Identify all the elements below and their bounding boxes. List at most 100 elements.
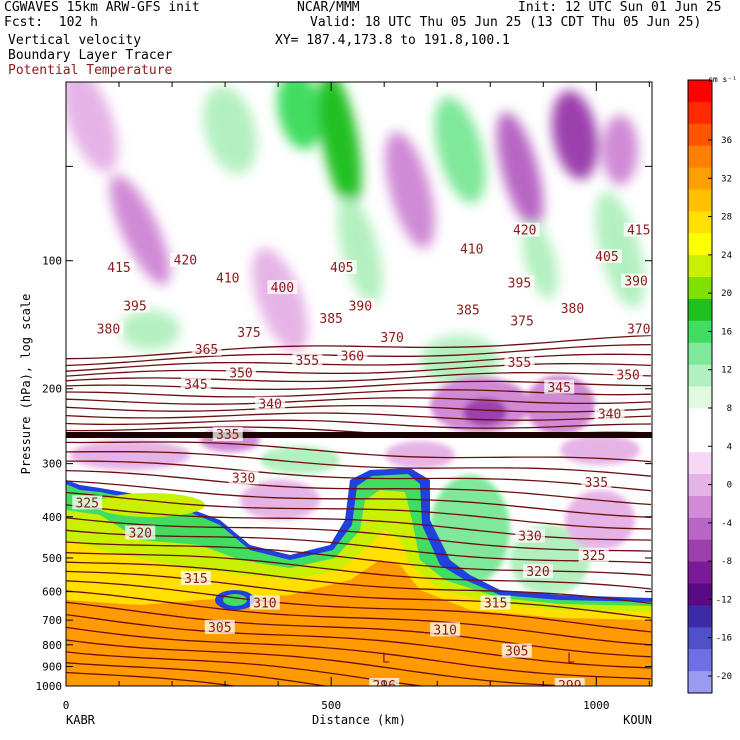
theta-label-bg	[515, 528, 546, 543]
colorbar-label: 24	[721, 251, 732, 261]
theta-contour-line	[66, 551, 652, 590]
theta-contour-line	[66, 451, 652, 477]
theta-label: 340	[598, 408, 621, 423]
theta-label: 415	[627, 224, 650, 239]
theta-label: 365	[195, 343, 218, 358]
theta-label-bg	[316, 310, 347, 325]
theta-label: 355	[508, 356, 531, 371]
theta-contour-line	[66, 613, 652, 669]
x-tick-label: 1000	[583, 699, 610, 712]
colorbar-swatch	[688, 517, 712, 541]
theta-contour-line	[66, 412, 652, 421]
y-tick-label: 700	[42, 614, 62, 627]
colorbar-label: 8	[727, 404, 732, 414]
theta-label-bg	[212, 270, 243, 285]
theta-label-bg	[93, 321, 124, 336]
colorbar-label: -4	[721, 519, 732, 529]
theta-label: 410	[460, 242, 483, 257]
theta-contour-line	[66, 662, 330, 686]
theta-label: 360	[341, 350, 364, 365]
theta-label: 325	[75, 496, 98, 511]
theta-label-bg	[72, 495, 103, 510]
theta-label: 310	[433, 623, 456, 638]
theta-label-bg	[557, 301, 588, 316]
colorbar-swatch	[688, 167, 712, 190]
colorbar-swatch	[688, 605, 712, 628]
theta-contour-line	[66, 334, 652, 360]
theta-label-bg	[591, 248, 622, 263]
theta-label-bg	[180, 570, 211, 585]
colorbar-label: -12	[716, 595, 732, 605]
theta-label: 420	[174, 254, 197, 269]
colorbar-label: -16	[716, 634, 732, 644]
colorbar: cm s⁻¹ 36 32 28 24 20 16 12 8 4 0 -4 -8 -12 -16 -20	[687, 75, 737, 694]
theta-label: 390	[624, 275, 647, 290]
potential-temperature-contours	[66, 334, 652, 686]
theta-contour-line	[66, 529, 652, 564]
theta-label: 345	[547, 381, 570, 396]
theta-label: 405	[595, 250, 618, 265]
theta-label-bg	[377, 330, 408, 345]
field-label-boundary-layer-tracer: Boundary Layer Tracer	[8, 48, 173, 63]
theta-label-bg	[191, 341, 222, 356]
colorbar-label: 36	[721, 136, 732, 146]
theta-contour-line	[66, 517, 652, 552]
theta-label: 395	[123, 299, 146, 314]
theta-contour-line	[66, 504, 652, 541]
colorbar-swatch	[688, 277, 712, 300]
theta-label: 350	[616, 368, 639, 383]
theta-label: 415	[107, 261, 130, 276]
x-axis-title: Distance (km)	[312, 713, 406, 727]
plot-frame	[65, 81, 653, 687]
theta-label: 380	[561, 302, 584, 317]
y-tick-label: 300	[42, 458, 62, 471]
theta-label-bg	[501, 643, 532, 658]
theta-contour-line	[66, 590, 652, 646]
theta-label: 340	[258, 398, 281, 413]
colorbar-swatch	[688, 80, 712, 103]
tropopause-dense-contours	[66, 432, 652, 438]
theta-label: 410	[216, 271, 239, 286]
y-tick-label: 1000	[36, 680, 63, 693]
theta-label-bg	[212, 427, 243, 442]
theta-label: 305	[208, 621, 231, 636]
theta-label-bg	[509, 222, 540, 237]
low-marker: L	[382, 652, 390, 667]
y-tick-label: 200	[42, 383, 62, 396]
theta-label: 370	[627, 322, 650, 337]
theta-contour-line	[66, 491, 652, 530]
theta-label-bg	[507, 313, 538, 328]
theta-contour-line	[66, 601, 652, 658]
endpoint-left-label: KABR	[66, 713, 96, 727]
y-tick-label: 100	[42, 255, 62, 268]
theta-contour-line	[66, 419, 652, 429]
theta-label-bg	[613, 367, 644, 382]
theta-label-bg	[594, 406, 625, 421]
colorbar-swatch	[688, 561, 712, 585]
theta-label-bg	[345, 298, 376, 313]
theta-label-bg	[623, 222, 652, 237]
colorbar-swatch	[688, 255, 712, 278]
valid-time: Valid: 18 UTC Thu 05 Jun 25 (13 CDT Thu …	[310, 15, 702, 30]
y-tick-label: 900	[42, 661, 62, 674]
low-marker: L	[567, 652, 575, 667]
theta-contour-line	[66, 671, 239, 686]
colorbar-swatch	[688, 211, 712, 234]
theta-label: 315	[484, 597, 507, 612]
theta-label: 380	[97, 322, 120, 337]
theta-contour-line	[66, 460, 652, 492]
colorbar-label: 0	[727, 481, 732, 491]
theta-label-bg	[522, 564, 553, 579]
theta-label: 420	[513, 224, 536, 239]
theta-label: 385	[319, 312, 342, 327]
theta-label-bg	[581, 474, 612, 489]
theta-label-bg	[119, 298, 150, 313]
theta-label: 330	[518, 529, 541, 544]
colorbar-label: 12	[721, 366, 732, 376]
field-label-vertical-velocity: Vertical velocity	[8, 33, 142, 48]
